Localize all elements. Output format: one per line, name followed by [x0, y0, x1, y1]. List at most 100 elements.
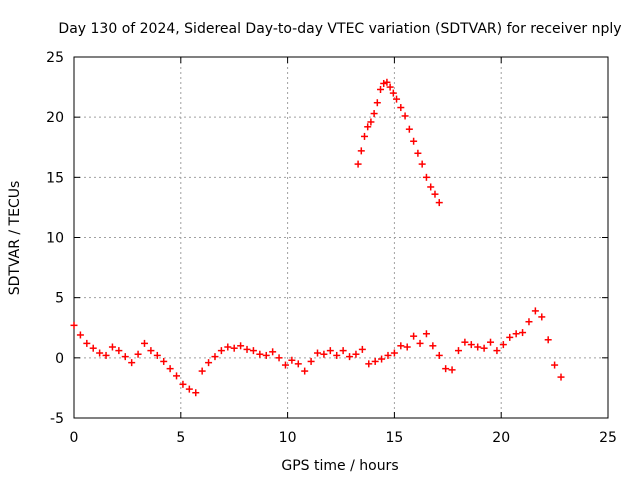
data-point — [499, 341, 507, 349]
data-point — [237, 342, 245, 350]
data-point — [256, 350, 264, 358]
data-point — [367, 118, 375, 126]
data-point — [401, 112, 409, 120]
y-tick-label: 20 — [46, 110, 64, 126]
chart-title: Day 130 of 2024, Sidereal Day-to-day VTE… — [58, 21, 621, 37]
data-point — [405, 125, 413, 133]
data-point — [422, 330, 430, 338]
data-point — [294, 360, 302, 368]
data-point — [380, 79, 388, 87]
data-point — [390, 349, 398, 357]
data-point — [386, 83, 394, 91]
data-point — [185, 385, 193, 393]
y-tick-label: 10 — [46, 231, 64, 247]
axis-ticks: 0 5 10 15 20 25 -5 0 5 10 15 20 25 — [46, 50, 617, 446]
data-point — [378, 355, 386, 363]
data-point — [307, 357, 315, 365]
x-tick-label: 10 — [279, 430, 297, 446]
data-point — [102, 351, 110, 359]
data-point — [134, 350, 142, 358]
data-point — [269, 348, 277, 356]
data-point — [128, 359, 136, 367]
data-point — [230, 344, 238, 352]
data-point — [418, 160, 426, 168]
data-point — [531, 307, 539, 315]
data-point — [76, 331, 84, 339]
data-point — [108, 343, 116, 351]
data-point — [373, 99, 381, 107]
data-point — [364, 123, 372, 131]
data-point — [525, 318, 533, 326]
data-point — [461, 338, 469, 346]
data-point — [435, 351, 443, 359]
data-point — [365, 360, 373, 368]
y-tick-label: -5 — [50, 411, 64, 427]
data-point — [115, 347, 123, 355]
data-point — [262, 351, 270, 359]
data-point — [153, 351, 161, 359]
data-point — [198, 367, 206, 375]
data-point — [416, 339, 424, 347]
data-point — [339, 347, 347, 355]
data-point — [397, 104, 405, 112]
data-point — [519, 329, 527, 337]
data-point — [211, 353, 219, 361]
data-point — [352, 350, 360, 358]
data-point — [192, 389, 200, 397]
data-point — [217, 347, 225, 355]
data-point — [140, 339, 148, 347]
x-tick-label: 5 — [176, 430, 185, 446]
data-point — [370, 110, 378, 118]
data-point — [83, 339, 91, 347]
data-point — [121, 353, 129, 361]
data-point — [544, 336, 552, 344]
data-point — [96, 349, 104, 357]
data-point — [205, 359, 213, 367]
data-point — [160, 357, 168, 365]
data-point — [288, 356, 296, 364]
data-point — [397, 342, 405, 350]
data-point — [301, 367, 309, 375]
data-point — [403, 343, 411, 351]
data-point — [389, 89, 397, 97]
data-point — [70, 321, 78, 329]
data-point — [166, 365, 174, 373]
data-point — [147, 347, 155, 355]
data-point — [383, 78, 391, 86]
data-point — [320, 350, 328, 358]
y-tick-label: 0 — [55, 351, 64, 367]
data-point — [410, 137, 418, 145]
data-point — [377, 85, 385, 93]
data-point — [467, 341, 475, 349]
data-point — [224, 343, 232, 351]
data-point — [358, 345, 366, 353]
data-point — [557, 373, 565, 381]
data-point — [422, 173, 430, 181]
data-point — [506, 333, 514, 341]
data-point — [414, 149, 422, 157]
data-point — [538, 313, 546, 321]
data-point — [512, 330, 520, 338]
data-point — [480, 344, 488, 352]
x-tick-label: 0 — [70, 430, 79, 446]
data-point — [487, 338, 495, 346]
data-point — [326, 347, 334, 355]
data-point — [393, 95, 401, 103]
data-point — [442, 365, 450, 373]
data-point — [454, 347, 462, 355]
data-point — [346, 353, 354, 361]
grid-lines — [74, 57, 608, 418]
data-point — [275, 354, 283, 362]
data-point — [435, 199, 443, 207]
y-axis-label: SDTVAR / TECUs — [7, 181, 23, 296]
data-point — [493, 347, 501, 355]
x-tick-label: 20 — [492, 430, 510, 446]
data-point — [333, 351, 341, 359]
data-point — [384, 351, 392, 359]
data-point — [314, 349, 322, 357]
x-axis-label: GPS time / hours — [281, 458, 398, 474]
data-point — [474, 343, 482, 351]
data-point — [354, 160, 362, 168]
data-point — [173, 372, 181, 380]
